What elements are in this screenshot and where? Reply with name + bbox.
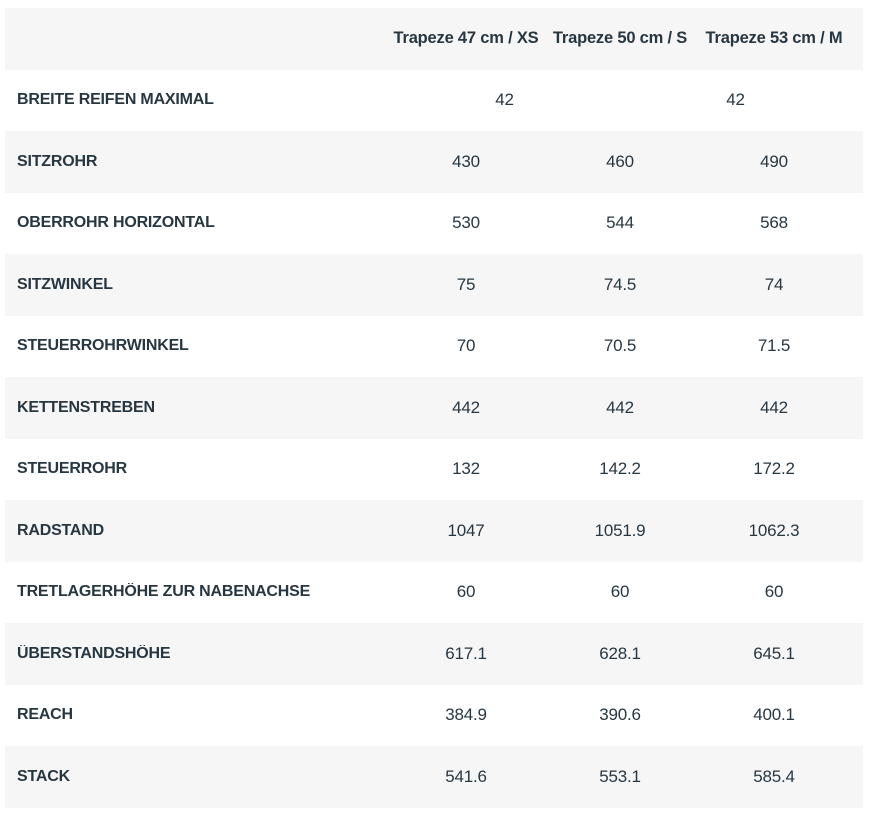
table-row: REACH 384.9 390.6 400.1 xyxy=(5,685,863,747)
table-row: STACK 541.6 553.1 585.4 xyxy=(5,746,863,808)
cell-value: 442 xyxy=(760,397,788,417)
geometry-table: Trapeze 47 cm / XS Trapeze 50 cm / S Trape… xyxy=(5,8,863,808)
table-row: STEUERROHRWINKEL 70 70.5 71.5 xyxy=(5,316,863,378)
cell-value: 617.1 xyxy=(445,643,487,663)
table-row: STEUERROHR 132 142.2 172.2 xyxy=(5,439,863,501)
row-label: RADSTAND xyxy=(17,521,104,539)
cell-value: 530 xyxy=(452,213,480,233)
cell-value: 60 xyxy=(456,582,476,602)
cell-value: 1051.9 xyxy=(594,520,646,540)
table-header-row: Trapeze 47 cm / XS Trapeze 50 cm / S Trape… xyxy=(5,8,863,70)
cell-value: 628.1 xyxy=(599,643,641,663)
cell-value: 390.6 xyxy=(599,705,641,725)
cell-value: 1062.3 xyxy=(748,520,800,540)
cell-value: 541.6 xyxy=(445,766,487,786)
cell-value: 60 xyxy=(764,582,784,602)
cell-value: 75 xyxy=(456,274,476,294)
table-row: BREITE REIFEN MAXIMAL 42 42 xyxy=(5,70,863,132)
cell-value: 400.1 xyxy=(753,705,795,725)
table-row: TRETLAGERHÖHE ZUR NABENACHSE 60 60 60 xyxy=(5,562,863,624)
row-label: SITZWINKEL xyxy=(17,275,113,293)
table-row: RADSTAND 1047 1051.9 1062.3 xyxy=(5,500,863,562)
row-label: STEUERROHRWINKEL xyxy=(17,337,189,355)
cell-value: 585.4 xyxy=(753,766,795,786)
cell-value: 430 xyxy=(452,151,480,171)
cell-value: 42 xyxy=(495,90,514,110)
column-header: Trapeze 53 cm / M xyxy=(705,29,843,48)
table-row: KETTENSTREBEN 442 442 442 xyxy=(5,377,863,439)
row-label: ÜBERSTANDSHÖHE xyxy=(17,644,171,662)
cell-value: 132 xyxy=(452,459,480,479)
table-row: ÜBERSTANDSHÖHE 617.1 628.1 645.1 xyxy=(5,623,863,685)
cell-value: 544 xyxy=(606,213,634,233)
column-header: Trapeze 50 cm / S xyxy=(552,29,688,48)
cell-value: 442 xyxy=(452,397,480,417)
cell-value: 1047 xyxy=(447,520,485,540)
table-row: OBERROHR HORIZONTAL 530 544 568 xyxy=(5,193,863,255)
row-label: OBERROHR HORIZONTAL xyxy=(17,214,215,232)
cell-value: 460 xyxy=(606,151,634,171)
cell-value: 553.1 xyxy=(599,766,641,786)
cell-value: 142.2 xyxy=(599,459,641,479)
row-label: SITZROHR xyxy=(17,152,98,170)
cell-value: 645.1 xyxy=(753,643,795,663)
cell-value: 42 xyxy=(726,90,745,110)
table-row: SITZWINKEL 75 74.5 74 xyxy=(5,254,863,316)
row-label: TRETLAGERHÖHE ZUR NABENACHSE xyxy=(17,583,311,601)
cell-value: 384.9 xyxy=(445,705,487,725)
cell-value: 74 xyxy=(764,274,784,294)
cell-value: 60 xyxy=(610,582,630,602)
cell-value: 442 xyxy=(606,397,634,417)
row-label: KETTENSTREBEN xyxy=(17,398,155,416)
cell-value: 70 xyxy=(456,336,476,356)
row-label: REACH xyxy=(17,706,73,724)
row-label: STEUERROHR xyxy=(17,460,128,478)
column-header: Trapeze 47 cm / XS xyxy=(393,29,539,48)
row-label: BREITE REIFEN MAXIMAL xyxy=(17,91,214,109)
cell-value: 490 xyxy=(760,151,788,171)
cell-value: 172.2 xyxy=(753,459,795,479)
cell-value: 70.5 xyxy=(603,336,637,356)
row-label: STACK xyxy=(17,767,70,785)
cell-value: 74.5 xyxy=(603,274,637,294)
cell-value: 71.5 xyxy=(757,336,791,356)
table-row: SITZROHR 430 460 490 xyxy=(5,131,863,193)
cell-value: 568 xyxy=(760,213,788,233)
